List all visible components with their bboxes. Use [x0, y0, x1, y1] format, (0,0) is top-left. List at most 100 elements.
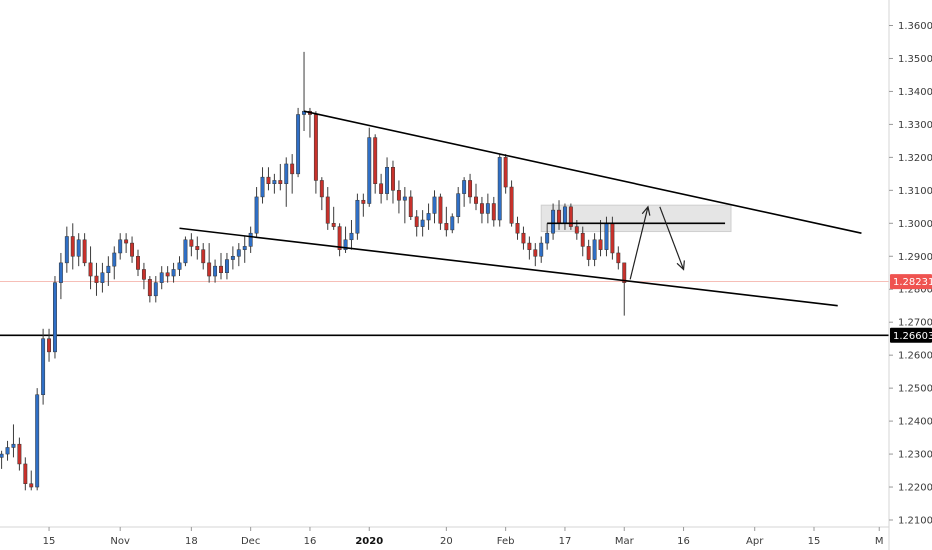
candle [35, 388, 40, 491]
candle-body-down [527, 242, 532, 250]
resistance-zone-layer [540, 204, 732, 233]
candle-body-up [100, 272, 105, 283]
candle [106, 256, 111, 286]
candle-body-down [438, 196, 443, 224]
candle [82, 233, 87, 267]
upper-trendline[interactable] [303, 110, 862, 234]
candle [491, 196, 496, 227]
candle-body-down [88, 262, 93, 277]
candle [396, 180, 401, 214]
candle-body-up [385, 167, 390, 194]
candle [17, 437, 22, 471]
candle [195, 236, 200, 260]
candle-body-up [224, 259, 229, 273]
candle-body-down [47, 338, 51, 353]
candle [479, 196, 484, 224]
candle [177, 256, 182, 277]
y-tick-label: 1.30000 [898, 219, 932, 230]
candle [260, 167, 265, 204]
y-tick-label: 1.34000 [898, 87, 932, 98]
candle [23, 457, 28, 491]
price-badge-background [890, 274, 932, 290]
candle-body-down [201, 249, 206, 264]
candle [147, 276, 152, 303]
candle-body-down [503, 157, 508, 188]
y-tick-label: 1.25000 [898, 384, 932, 395]
candle-body-down [509, 186, 514, 224]
candle-body-up [551, 209, 556, 234]
candle-body-down [379, 183, 384, 194]
candle-body-down [586, 246, 591, 260]
candle-body-down [616, 252, 621, 264]
candle [444, 206, 449, 237]
candle-body-up [343, 239, 348, 250]
candle [70, 223, 75, 270]
candle-body-down [147, 279, 152, 297]
candle-body-down [468, 180, 473, 198]
candle [355, 193, 360, 240]
candle [290, 154, 295, 194]
candle-body-down [23, 463, 28, 484]
price-badge-label: 1.26603 [893, 331, 932, 342]
candle-body-down [319, 180, 324, 198]
x-tick-label: 18 [185, 536, 198, 547]
candle-body-down [396, 190, 401, 201]
candle [497, 154, 502, 227]
candle-body-up [497, 157, 502, 221]
candle [474, 183, 478, 211]
candle [325, 187, 330, 230]
candle [426, 203, 431, 230]
candle [568, 203, 573, 230]
candle [130, 236, 135, 263]
candle-body-down [130, 242, 135, 257]
candle [76, 233, 81, 267]
candle [5, 440, 10, 461]
candle [361, 193, 366, 217]
candle [141, 262, 146, 290]
candle [592, 233, 597, 267]
candle [278, 163, 283, 191]
candle [272, 173, 277, 194]
candle-body-up [456, 193, 461, 217]
candle-body-up [159, 272, 164, 283]
projection-arrow-up[interactable] [629, 205, 651, 280]
candle-body-down [82, 239, 87, 264]
candle [598, 220, 603, 257]
candle [29, 470, 34, 491]
projection-arrow-down[interactable] [659, 206, 685, 271]
candle-body-up [450, 216, 455, 231]
candle-body-down [219, 265, 223, 274]
candle-body-down [189, 239, 194, 247]
candle [183, 236, 188, 267]
candle [462, 177, 467, 207]
candle-body-up [118, 239, 123, 254]
y-tick-label: 1.21000 [898, 516, 932, 527]
projection-arrows-layer [629, 205, 685, 280]
candle [64, 226, 69, 273]
candle-body-up [236, 249, 241, 257]
lower-trendline[interactable] [179, 227, 838, 307]
y-tick-label: 1.33000 [898, 120, 932, 131]
candle [509, 180, 514, 227]
candle-body-down [313, 114, 318, 181]
candle-body-up [296, 114, 301, 175]
y-tick-label: 1.26000 [898, 351, 932, 362]
price-badge-label: 1.28231 [893, 277, 932, 288]
candle-body-down [610, 223, 615, 254]
candle [450, 213, 455, 234]
candle-body-up [485, 203, 490, 214]
candle-body-down [207, 262, 212, 277]
candle-body-up [53, 282, 57, 353]
candle-body-up [171, 269, 176, 277]
x-tick-label: 16 [304, 536, 317, 547]
candle-body-down [491, 203, 496, 221]
candle-body-down [337, 226, 342, 250]
arrow-head [641, 205, 651, 216]
candle [58, 252, 63, 300]
candle-body-up [112, 252, 117, 267]
candle-body-down [580, 232, 585, 247]
price-badges-layer: 1.28231 1.26603 [890, 274, 932, 343]
candle-body-up [355, 199, 360, 234]
